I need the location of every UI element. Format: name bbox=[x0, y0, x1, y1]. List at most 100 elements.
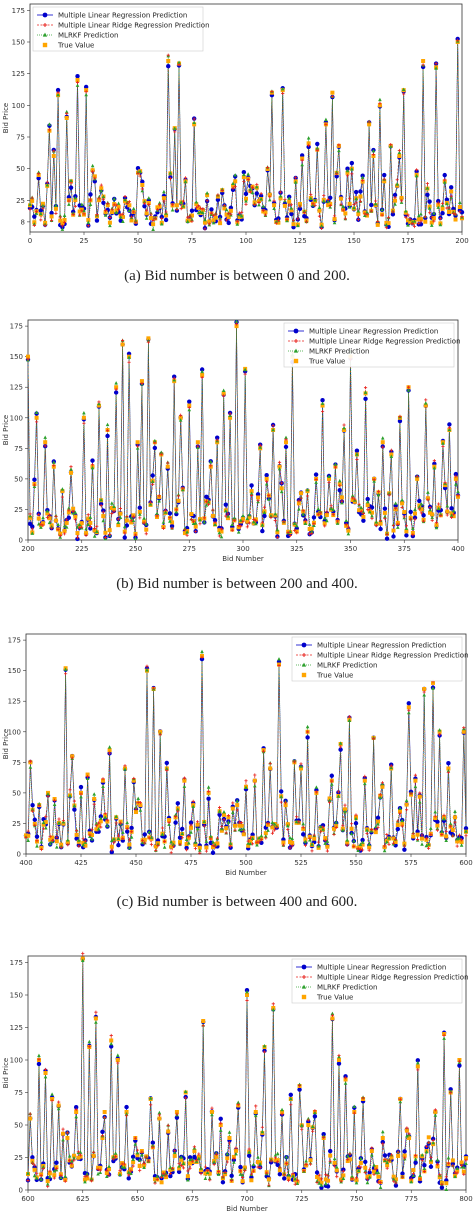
ridge-point bbox=[421, 63, 425, 67]
mlrkf-point bbox=[325, 839, 330, 843]
ridge-point bbox=[451, 1164, 455, 1168]
legend-marker bbox=[301, 642, 307, 648]
ridge-point bbox=[378, 793, 382, 797]
ridge-point bbox=[175, 1112, 179, 1116]
mlrkf-point bbox=[60, 487, 65, 491]
mlrkf-point bbox=[219, 534, 224, 539]
ridge-point bbox=[261, 208, 265, 213]
true-value-point bbox=[377, 103, 382, 108]
ridge-point bbox=[416, 1068, 420, 1072]
true-value-point bbox=[411, 1168, 416, 1173]
mlr-point bbox=[449, 185, 454, 190]
mlrkf-point bbox=[123, 197, 127, 202]
mlr-point bbox=[175, 801, 180, 806]
mlrkf-point bbox=[404, 526, 409, 530]
true-value-point bbox=[109, 1038, 114, 1043]
ridge-point bbox=[457, 833, 461, 837]
true-value-point bbox=[218, 1123, 223, 1127]
true-value-point bbox=[290, 841, 295, 846]
ridge-point bbox=[435, 1162, 440, 1166]
true-value-point bbox=[49, 214, 54, 219]
true-value-point bbox=[233, 823, 237, 828]
mlrkf-point bbox=[61, 1138, 65, 1142]
ridge-point bbox=[276, 218, 280, 223]
ridge-point bbox=[400, 1175, 405, 1179]
ridge-point bbox=[222, 818, 226, 822]
ridge-point bbox=[464, 834, 468, 838]
ridge-point bbox=[333, 465, 338, 469]
mlrkf-point bbox=[301, 821, 305, 826]
mlrkf-point bbox=[129, 516, 133, 520]
mlrkf-point bbox=[112, 504, 116, 508]
true-value-point bbox=[312, 836, 317, 841]
true-value-point bbox=[445, 509, 450, 514]
ridge-point bbox=[385, 1166, 389, 1170]
ridge-point bbox=[395, 178, 399, 182]
mlrkf-point bbox=[441, 441, 445, 445]
mlrkf-point bbox=[41, 1165, 46, 1169]
chart-panel-b: 200 225 250 275 300 325 350 375 400 0 25 50 75 100 125… bbox=[0, 316, 474, 571]
mlr-point bbox=[125, 829, 130, 834]
mlr-point bbox=[337, 487, 342, 493]
true-value-point bbox=[326, 1178, 331, 1183]
ridge-point bbox=[381, 445, 385, 449]
ridge-point bbox=[306, 1118, 310, 1122]
ridge-point bbox=[391, 210, 395, 214]
ridge-point bbox=[336, 790, 340, 794]
mlr-point bbox=[336, 1061, 342, 1066]
ridge-point bbox=[464, 1158, 468, 1162]
mlr-point bbox=[361, 518, 366, 523]
mlrkf-point bbox=[151, 1143, 155, 1147]
ridge-point bbox=[127, 838, 131, 842]
true-value-point bbox=[45, 1179, 50, 1184]
mlrkf-point bbox=[151, 227, 155, 231]
ridge-point bbox=[65, 518, 69, 522]
ridge-point bbox=[385, 533, 389, 537]
ridge-point bbox=[215, 836, 219, 840]
true-value-point bbox=[346, 528, 351, 533]
true-value-point bbox=[61, 821, 66, 826]
mlrkf-point bbox=[444, 1187, 449, 1191]
ridge-point bbox=[409, 791, 413, 795]
ridge-point bbox=[250, 493, 254, 498]
ridge-point bbox=[125, 514, 129, 519]
true-value-point bbox=[317, 208, 322, 213]
true-value-point bbox=[39, 845, 44, 850]
ridge-point bbox=[240, 210, 244, 214]
mlrkf-point bbox=[201, 210, 205, 214]
ridge-point bbox=[230, 528, 234, 532]
mlr-point bbox=[180, 826, 185, 832]
mlr-point bbox=[30, 524, 35, 529]
legend-marker bbox=[293, 328, 299, 334]
mlrkf-point bbox=[50, 1092, 54, 1096]
ridge-point bbox=[177, 63, 181, 67]
mlr-point bbox=[164, 760, 169, 766]
true-value-point bbox=[349, 826, 354, 831]
ridge-point bbox=[441, 444, 445, 448]
mlrkf-point bbox=[365, 828, 369, 832]
true-value-point bbox=[87, 831, 92, 836]
true-value-point bbox=[410, 530, 415, 535]
mlr-point bbox=[241, 169, 247, 175]
mlrkf-point bbox=[242, 172, 246, 177]
mlrkf-point bbox=[118, 515, 123, 520]
true-value-point bbox=[135, 1153, 140, 1158]
mlr-point bbox=[174, 1115, 180, 1120]
ridge-point bbox=[90, 463, 95, 467]
ridge-point bbox=[166, 53, 170, 57]
mlrkf-point bbox=[317, 205, 322, 210]
mlrkf-point bbox=[449, 513, 454, 517]
ridge-point bbox=[334, 825, 338, 830]
true-value-point bbox=[415, 1064, 420, 1069]
ridge-point bbox=[370, 1146, 374, 1150]
ridge-point bbox=[317, 214, 322, 218]
ridge-point bbox=[224, 218, 229, 222]
ridge-point bbox=[296, 217, 300, 221]
ridge-point bbox=[81, 951, 85, 955]
mlr-point bbox=[74, 836, 79, 841]
true-value-point bbox=[177, 1166, 182, 1171]
ridge-point bbox=[80, 525, 84, 529]
ridge-point bbox=[363, 774, 367, 778]
legend-label: MLRKF Prediction bbox=[58, 32, 118, 40]
ridge-point bbox=[284, 437, 288, 442]
